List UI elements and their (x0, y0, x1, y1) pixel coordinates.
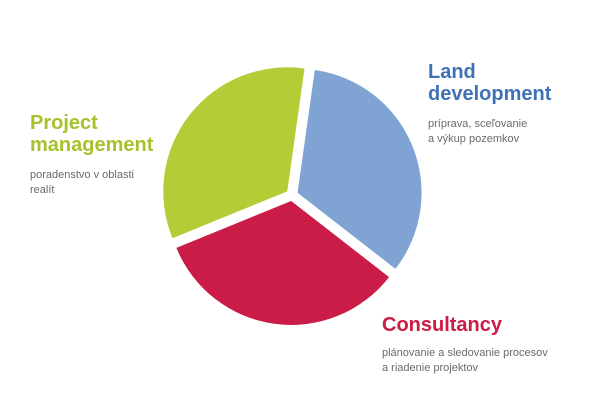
consultancy-title: Consultancy (382, 314, 548, 336)
land-development-title-line-2: development (428, 83, 552, 105)
project-management-title-line-2: management (30, 134, 154, 156)
project-management-desc-line-1: poradenstvo v oblasti (30, 169, 134, 181)
project-management-description: poradenstvo v oblasti realít (30, 168, 153, 198)
label-consultancy: Consultancy plánovanie a sledovanie proc… (382, 314, 548, 376)
land-development-desc-line-2: a výkup pozemkov (428, 133, 520, 145)
label-land-development: Land development príprava, sceľovanie a … (428, 61, 551, 147)
pie-slice-project (163, 67, 305, 239)
pie-slice-consult (176, 200, 390, 325)
land-development-description: príprava, sceľovanie a výkup pozemkov (428, 117, 551, 147)
consultancy-title-line-1: Consultancy (382, 314, 503, 336)
land-development-title-line-1: Land (428, 61, 476, 83)
land-development-title: Land development (428, 61, 551, 105)
project-management-desc-line-2: realít (30, 184, 55, 196)
project-management-title-line-1: Project (30, 112, 98, 134)
consultancy-description: plánovanie a sledovanie procesov a riade… (382, 346, 548, 376)
consultancy-desc-line-1: plánovanie a sledovanie procesov (382, 347, 548, 359)
consultancy-desc-line-2: a riadenie projektov (382, 362, 479, 374)
pie-slice-land (297, 69, 422, 269)
land-development-desc-line-1: príprava, sceľovanie (428, 118, 528, 130)
project-management-title: Project management (30, 112, 153, 156)
label-project-management: Project management poradenstvo v oblasti… (30, 112, 153, 198)
